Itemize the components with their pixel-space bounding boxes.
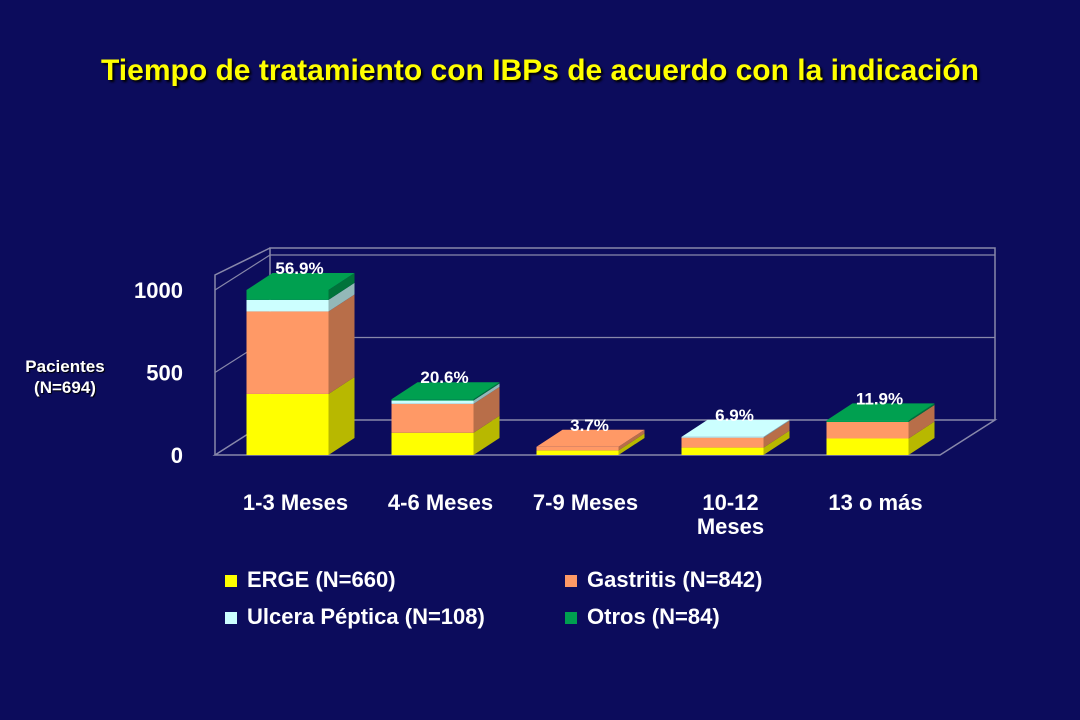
x-tick-label: Meses [697,514,764,539]
bar-segment-side [328,376,355,455]
legend-swatch [225,612,237,624]
bar-segment-side [908,421,935,455]
x-tick-label: 7-9 Meses [533,490,638,515]
bar-segment-side [763,419,790,438]
bar-value-label: 20.6% [420,368,468,387]
bar-segment-side [473,386,500,433]
bar-top [536,429,645,447]
chart-side-wall [214,247,271,455]
bar-segment-side [328,282,355,312]
y-axis-label-line-1: Pacientes [25,357,105,376]
bar-segment-side [473,382,500,401]
chart-title: Tiempo de tratamiento con IBPs de acuerd… [101,54,979,87]
bar-segment-front [536,446,619,451]
bar-top [391,382,500,400]
y-tick-label: 1000 [134,278,183,303]
bar-top [681,419,790,437]
bar-segment-front [536,450,619,455]
bar-value-label: 56.9% [275,259,323,278]
bar-segment-front [826,422,909,439]
legend-label: Gastritis (N=842) [587,567,762,592]
bar-value-label: 6.9% [715,406,754,425]
x-tick-label: 10-12 [702,490,758,515]
bar-value-label: 3.7% [570,416,609,435]
bar-segment-front [391,403,474,433]
legend-swatch [225,575,237,587]
bar-segment-front [391,432,474,455]
bar-segment-side [908,403,935,422]
bar-value-label: 11.9% [856,389,903,408]
y-tick-label: 0 [171,443,183,468]
bar-segment-side [328,294,355,394]
bar-segment-front [246,290,329,300]
legend-label: Ulcera Péptica (N=108) [247,604,485,629]
bar-segment-front [826,420,909,422]
bar-segment-front [826,438,909,455]
bar-segment-side [618,433,645,455]
gridline-side [214,254,271,291]
bar-top [246,273,355,290]
bar-segment-front [246,311,329,394]
bar-segment-front [681,447,764,455]
bar-segment-front [391,400,474,404]
bar-segment-side [473,415,500,455]
x-tick-label: 4-6 Meses [388,490,493,515]
bar-segment-side [763,420,790,448]
y-axis-label: Pacientes (N=694) [10,356,120,398]
y-tick-label: 500 [146,361,183,386]
bar-segment-front [681,437,764,448]
x-tick-label: 13 o más [828,490,922,515]
bar-segment-side [618,429,645,451]
bar-segment-side [763,430,790,455]
bar-segment-side [328,273,355,300]
bar-segment-front [681,436,764,438]
legend-swatch [565,612,577,624]
legend-label: ERGE (N=660) [247,567,396,592]
bar-segment-front [391,399,474,401]
legend-label: Otros (N=84) [587,604,720,629]
y-axis-label-line-2: (N=694) [34,378,96,397]
bar-top [826,403,935,421]
x-tick-label: 1-3 Meses [243,490,348,515]
legend-swatch [565,575,577,587]
bar-segment-side [908,405,935,439]
bar-segment-side [473,383,500,404]
bar-segment-front [246,393,329,455]
bar-segment-front [246,299,329,312]
